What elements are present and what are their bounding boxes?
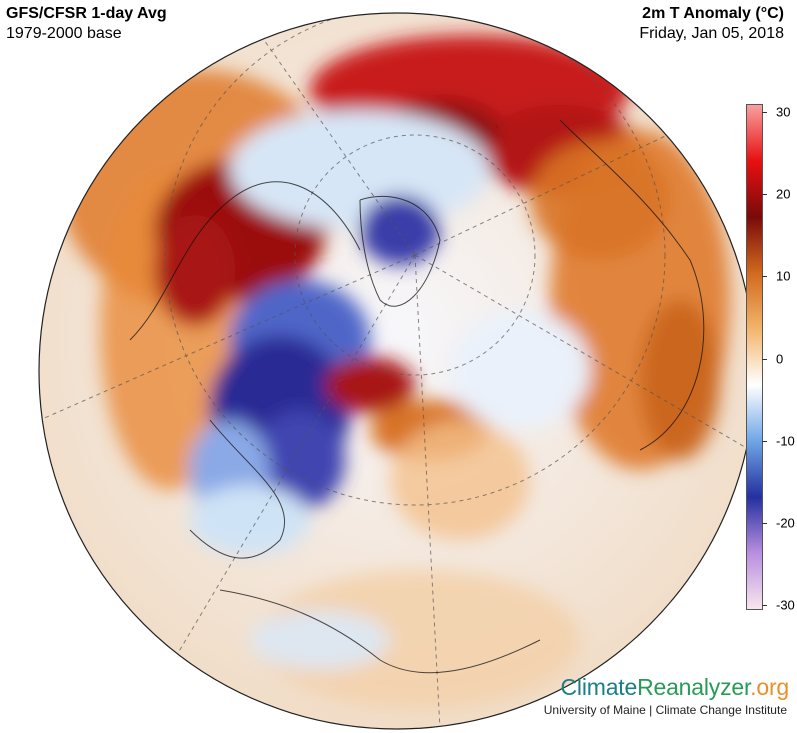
colorbar-tick-label: 20 bbox=[776, 186, 791, 202]
colorbar-tick-label: 30 bbox=[776, 104, 791, 120]
date-label: Friday, Jan 05, 2018 bbox=[639, 25, 784, 42]
colorbar-tick-label: -20 bbox=[776, 515, 795, 531]
colorbar-tick-label: -10 bbox=[776, 433, 795, 449]
colorbar-tick-mark bbox=[762, 276, 767, 278]
anomaly-field bbox=[39, 13, 755, 729]
colorbar-tick-mark bbox=[762, 358, 767, 360]
logo-part-org: .org bbox=[750, 674, 789, 700]
variable-title: 2m T Anomaly (°C) bbox=[642, 5, 784, 22]
colorbar-tick-label: 0 bbox=[776, 351, 784, 366]
baseline-label: 1979-2000 base bbox=[6, 25, 122, 42]
coastlines bbox=[129, 119, 705, 674]
climate-reanalyzer-logo[interactable]: ClimateReanalyzer.org bbox=[560, 674, 790, 701]
logo-part-climate: Climate bbox=[560, 674, 638, 700]
colorbar-tick-mark bbox=[762, 440, 767, 442]
colorbar-tick-label: 10 bbox=[776, 268, 791, 284]
map-title: GFS/CFSR 1-day Avg bbox=[6, 5, 167, 22]
logo-part-reanalyzer: Reanalyzer bbox=[637, 674, 751, 700]
colorbar-tick-label: -30 bbox=[776, 597, 795, 613]
colorbar-tick-mark bbox=[762, 605, 767, 606]
colorbar-tick-mark bbox=[762, 112, 767, 113]
colorbar-tick-mark bbox=[762, 194, 767, 196]
institution-subline: University of Maine | Climate Change Ins… bbox=[543, 703, 787, 717]
colorbar bbox=[746, 104, 763, 610]
colorbar-tick-mark bbox=[762, 522, 767, 524]
